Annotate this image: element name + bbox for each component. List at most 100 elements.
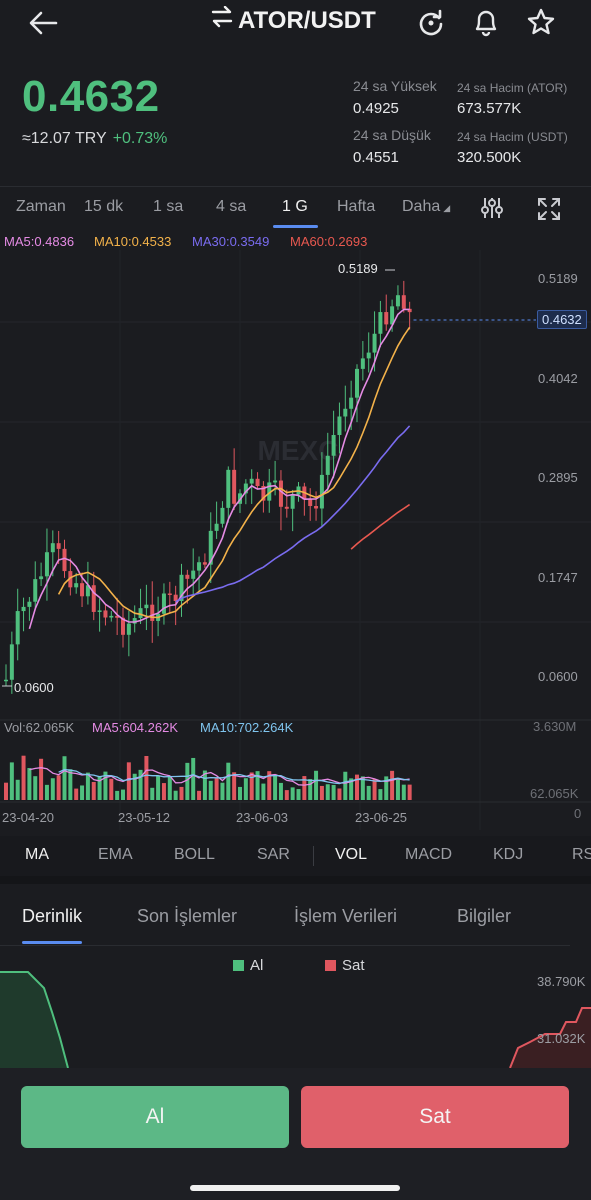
tab-zaman[interactable]: Zaman — [16, 198, 66, 215]
tab-4h[interactable]: 4 sa — [216, 198, 247, 215]
depth-sell-label: Sat — [342, 957, 365, 974]
vol-axis-zero: 0 — [574, 806, 582, 821]
volume-bar — [372, 779, 377, 800]
volume-bar — [226, 762, 231, 800]
candle — [308, 499, 313, 507]
ma-line — [28, 308, 410, 630]
volume-bar — [56, 775, 61, 800]
bell-icon[interactable] — [470, 6, 502, 38]
volume-bar — [132, 773, 137, 800]
candle — [249, 478, 254, 484]
candle — [4, 679, 8, 682]
ind-macd[interactable]: MACD — [405, 846, 453, 863]
ind-ma[interactable]: MA — [25, 846, 49, 863]
volume-bar — [407, 784, 412, 800]
vol-axis-top: 3.630M — [533, 719, 577, 734]
ind-rsi[interactable]: RS — [572, 846, 591, 863]
candle — [395, 295, 400, 307]
candle — [378, 312, 383, 334]
refresh-icon[interactable] — [415, 8, 447, 38]
sell-button[interactable]: Sat — [301, 1086, 569, 1148]
ind-vol[interactable]: VOL — [335, 846, 368, 863]
price-axis-4: 0.0600 — [538, 669, 578, 684]
candle — [331, 435, 336, 456]
candle — [97, 610, 102, 612]
candlestick-chart[interactable]: MEXC — [0, 250, 591, 830]
vol-base-label: 24 sa Hacim (ATOR) — [457, 81, 568, 95]
depth-buy-area — [0, 972, 68, 1068]
candle — [33, 579, 38, 602]
change-percent: +0.73% — [112, 130, 168, 147]
ma60-label: MA60:0.2693 — [290, 234, 368, 249]
candle — [226, 469, 231, 508]
fiat-price: ≈12.07 TRY — [22, 130, 107, 147]
price-axis-2: 0.2895 — [538, 470, 578, 485]
high-value: 0.4925 — [353, 100, 399, 117]
candle — [167, 593, 172, 595]
candle — [267, 482, 272, 501]
tab-15m[interactable]: 15 dk — [84, 198, 124, 215]
volume-bar — [232, 772, 237, 800]
volume-bar — [21, 755, 26, 800]
volume-bar — [384, 776, 389, 800]
candle — [343, 408, 348, 417]
volume-bar — [243, 778, 248, 800]
volume-bar — [44, 784, 49, 800]
fullscreen-icon[interactable] — [536, 196, 562, 222]
tab-1d[interactable]: 1 G — [282, 198, 308, 215]
tab-depth[interactable]: Derinlik — [22, 906, 83, 926]
vol-base-value: 673.577K — [457, 100, 522, 117]
volume-bar — [50, 778, 55, 800]
volume-bar — [401, 784, 406, 800]
tab-week[interactable]: Hafta — [337, 198, 376, 215]
candle — [161, 593, 166, 614]
ma-line — [350, 503, 411, 550]
high-marker: 0.5189 — [338, 261, 378, 276]
candle — [50, 543, 55, 553]
tab-info[interactable]: Bilgiler — [457, 906, 512, 926]
arrow-left-icon[interactable] — [26, 8, 60, 38]
ma5-label: MA5:0.4836 — [4, 234, 75, 249]
volume-bar — [80, 785, 85, 800]
candle — [15, 611, 20, 645]
ind-sar[interactable]: SAR — [257, 846, 290, 863]
tab-recent-trades[interactable]: Son İşlemler — [137, 906, 238, 926]
volume-bar — [62, 756, 67, 800]
candle — [273, 480, 278, 483]
candle — [74, 583, 79, 588]
candle — [39, 576, 44, 580]
ind-ema[interactable]: EMA — [98, 846, 133, 863]
volume-bar — [337, 788, 342, 800]
pair-title[interactable]: ATOR/USDT — [210, 5, 376, 35]
candle — [349, 397, 354, 409]
tab-1h[interactable]: 1 sa — [153, 198, 184, 215]
volume-bar — [33, 776, 38, 800]
depth-axis-top: 38.790K — [537, 974, 586, 989]
low-label: 24 sa Düşük — [353, 127, 431, 143]
date-axis-3: 23-06-25 — [355, 810, 408, 825]
volume-bar — [39, 758, 44, 800]
ma-lines — [2, 269, 536, 687]
section-separator — [0, 876, 591, 884]
volume-bar — [144, 755, 149, 800]
home-indicator — [190, 1185, 400, 1191]
date-axis-1: 23-05-12 — [118, 810, 171, 825]
candle — [115, 615, 120, 618]
indicator-divider — [313, 846, 314, 866]
buy-button[interactable]: Al — [21, 1086, 289, 1148]
volume-bar — [103, 771, 108, 800]
indicator-settings-icon[interactable] — [478, 195, 506, 221]
tab-more[interactable]: Daha ◢ — [402, 198, 450, 216]
volume-bar — [267, 771, 272, 800]
volume-bar — [366, 785, 371, 800]
tab-trade-data[interactable]: İşlem Verileri — [294, 906, 398, 926]
buy-swatch — [233, 960, 244, 971]
candle — [138, 608, 143, 619]
volume-bar — [150, 787, 155, 800]
volume-bar — [9, 762, 14, 800]
vol-ma10-label: MA10:702.264K — [200, 720, 294, 735]
star-icon[interactable] — [524, 6, 558, 38]
ind-boll[interactable]: BOLL — [174, 846, 215, 863]
ind-kdj[interactable]: KDJ — [493, 846, 524, 863]
volume-bar — [68, 769, 73, 800]
